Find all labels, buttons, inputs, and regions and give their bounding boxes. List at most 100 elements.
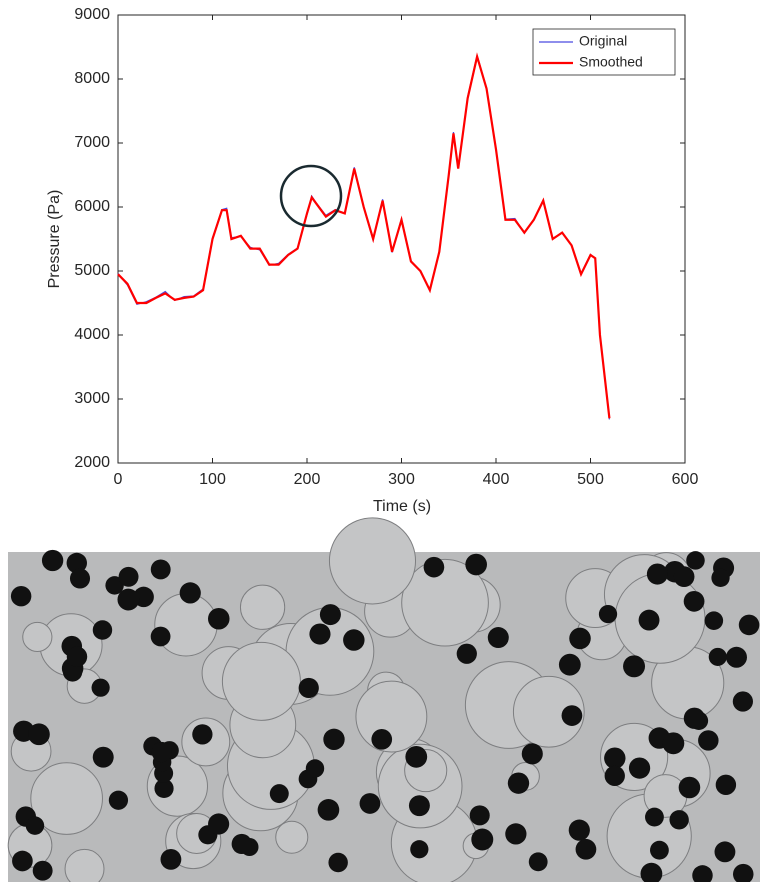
legend: Original Smoothed xyxy=(532,28,676,76)
particle xyxy=(32,860,53,881)
particle xyxy=(41,549,64,572)
y-tick-label: 9000 xyxy=(74,6,110,23)
bubble xyxy=(512,675,585,748)
particle xyxy=(12,850,33,872)
particle xyxy=(66,552,87,574)
particle xyxy=(179,582,201,604)
particle xyxy=(528,852,548,872)
y-tick-label: 2000 xyxy=(74,454,110,471)
bubble xyxy=(22,621,53,653)
particle xyxy=(151,741,172,763)
bubble xyxy=(328,517,417,605)
particle xyxy=(319,604,341,626)
y-tick-label: 3000 xyxy=(74,390,110,407)
particle xyxy=(711,568,730,587)
particle xyxy=(423,556,445,578)
particle xyxy=(359,793,381,814)
particle xyxy=(715,774,737,796)
particle xyxy=(726,646,747,668)
particle xyxy=(150,559,171,580)
particle xyxy=(92,746,114,768)
particle xyxy=(91,678,110,697)
particle xyxy=(645,807,664,827)
particle xyxy=(456,643,477,664)
y-tick-label: 6000 xyxy=(74,198,110,215)
particle xyxy=(298,677,319,699)
particle xyxy=(604,765,625,787)
y-tick-label: 8000 xyxy=(74,70,110,87)
particle xyxy=(669,810,689,830)
particle xyxy=(568,819,590,841)
bubble xyxy=(614,572,706,664)
particle xyxy=(673,566,695,588)
particle xyxy=(10,585,32,607)
particle xyxy=(405,745,428,768)
bubble xyxy=(275,820,309,854)
y-tick-label: 4000 xyxy=(74,326,110,343)
particle xyxy=(505,823,527,845)
legend-label: Smoothed xyxy=(579,54,643,70)
particle xyxy=(309,623,331,645)
particle xyxy=(469,805,490,826)
y-tick-label: 5000 xyxy=(74,262,110,279)
bubble xyxy=(401,558,489,647)
particle xyxy=(92,620,113,640)
particle xyxy=(732,691,753,712)
particle xyxy=(28,723,50,746)
particle xyxy=(62,662,83,682)
particle xyxy=(305,759,325,778)
particle xyxy=(604,747,626,769)
particle xyxy=(207,607,230,630)
plot-frame xyxy=(117,14,686,464)
particle xyxy=(646,563,668,585)
x-tick-label: 100 xyxy=(199,471,226,488)
particle xyxy=(714,841,736,863)
particle xyxy=(269,784,289,804)
y-axis-label: Pressure (Pa) xyxy=(46,190,63,289)
particle xyxy=(471,828,494,851)
x-axis-label: Time (s) xyxy=(373,498,431,515)
particle xyxy=(683,707,706,729)
particle xyxy=(738,614,760,636)
particle xyxy=(678,776,701,799)
particle xyxy=(683,590,705,612)
particle xyxy=(317,799,340,821)
particle xyxy=(732,863,754,882)
particle xyxy=(150,626,171,647)
particle xyxy=(623,655,646,678)
particle xyxy=(640,862,663,882)
particle xyxy=(465,553,487,576)
particle xyxy=(343,629,365,651)
x-tick-label: 600 xyxy=(672,471,699,488)
particle xyxy=(561,705,583,726)
particle xyxy=(154,778,174,799)
x-tick-label: 300 xyxy=(388,471,415,488)
particle xyxy=(662,732,685,755)
bubble xyxy=(154,593,218,657)
particle xyxy=(628,757,651,779)
particle xyxy=(686,551,705,570)
particle xyxy=(231,833,252,855)
legend-label: Original xyxy=(579,33,627,49)
particle xyxy=(521,743,543,765)
particle xyxy=(704,611,724,630)
particle xyxy=(160,848,182,870)
particle xyxy=(108,790,129,810)
particle xyxy=(638,609,660,631)
particle xyxy=(650,840,669,860)
particle xyxy=(117,588,140,611)
particle xyxy=(66,646,88,667)
particle xyxy=(208,813,230,835)
particle xyxy=(69,568,91,589)
y-tick-label: 7000 xyxy=(74,134,110,151)
x-tick-label: 500 xyxy=(577,471,604,488)
particle xyxy=(569,627,591,650)
annotation-circle xyxy=(279,164,343,228)
particle xyxy=(575,838,597,860)
bubble xyxy=(64,848,105,882)
particle xyxy=(371,728,393,750)
particle xyxy=(408,795,430,817)
legend-box xyxy=(532,28,676,76)
particle xyxy=(192,724,213,745)
